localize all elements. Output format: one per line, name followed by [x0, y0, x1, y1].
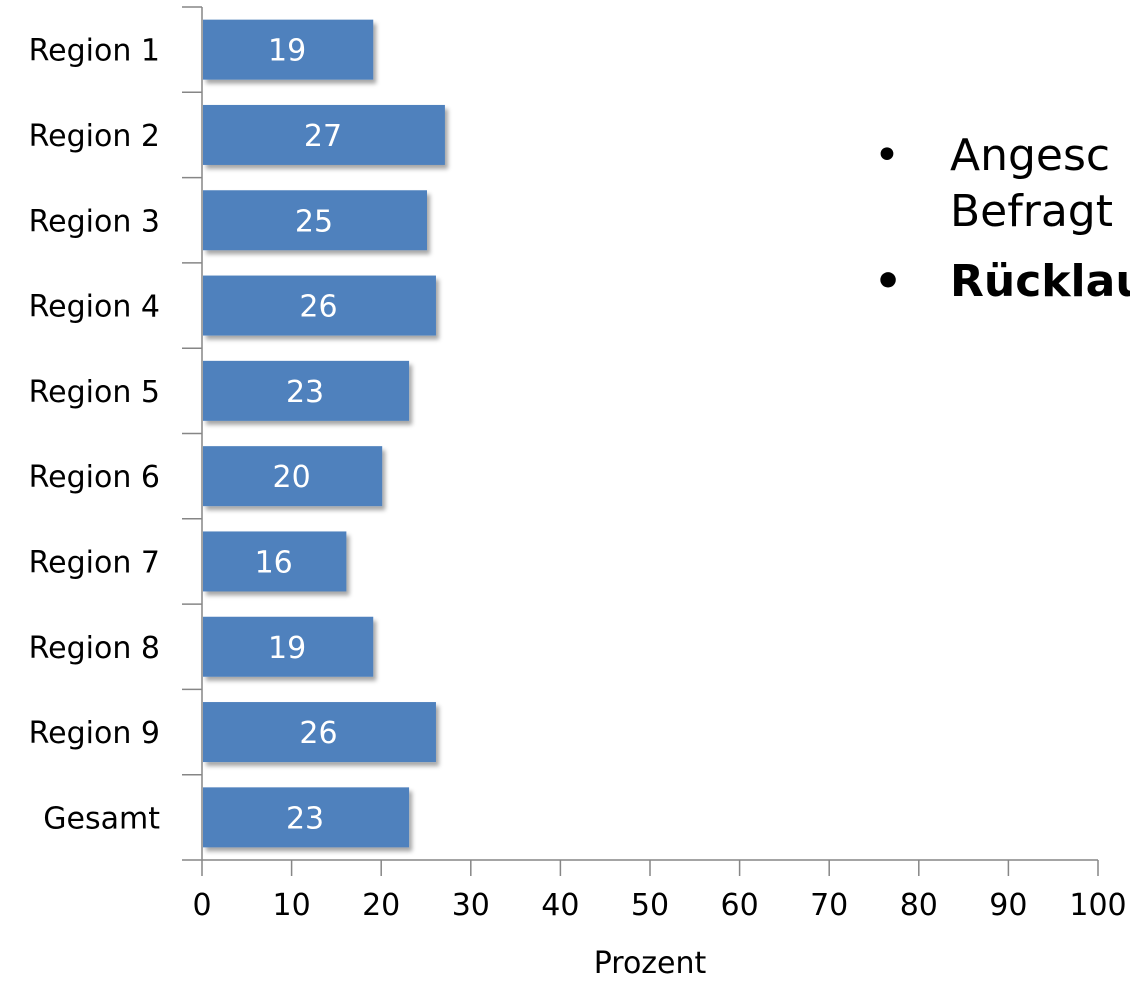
- bar-1: [203, 19, 374, 80]
- category-label: Region 9: [29, 716, 160, 751]
- bar-3: [203, 190, 427, 251]
- category-label: Region 6: [29, 460, 160, 495]
- value-label: 20: [273, 460, 311, 495]
- value-labels: 19 27 25 26 23 20 16 19 26 23: [255, 34, 342, 837]
- category-label: Gesamt: [43, 801, 160, 836]
- value-label: 26: [299, 716, 337, 751]
- category-label: Region 5: [29, 375, 160, 410]
- x-tick-label: 20: [362, 888, 400, 923]
- category-label: Region 1: [29, 34, 160, 69]
- x-tick-label: 10: [273, 888, 311, 923]
- x-tick-label: 90: [989, 888, 1027, 923]
- bullet-text-bold: Rücklau: [950, 256, 1130, 307]
- x-tick-label: 60: [721, 888, 759, 923]
- x-tick-label: 50: [631, 888, 669, 923]
- bullet-item-2: Rücklau: [880, 254, 1130, 310]
- bullet-text-line-2: Befragt: [950, 186, 1113, 237]
- x-tick-labels: 0 10 20 30 40 50 60 70 80 90 100: [192, 888, 1126, 923]
- bar-9: [203, 702, 436, 763]
- category-label: Region 7: [29, 545, 160, 580]
- x-tick-label: 80: [900, 888, 938, 923]
- x-axis-label: Prozent: [594, 946, 707, 981]
- value-label: 19: [268, 631, 306, 666]
- bar-10: [203, 787, 410, 848]
- bullet-item-1: Angesc Befragt: [880, 128, 1130, 240]
- x-tick-label: 40: [541, 888, 579, 923]
- category-label: Region 3: [29, 204, 160, 239]
- x-tick-label: 0: [192, 888, 211, 923]
- category-labels: Region 1 Region 2 Region 3 Region 4 Region 5…: [29, 34, 161, 837]
- bar-6: [203, 446, 383, 507]
- category-label: Region 2: [29, 119, 160, 154]
- category-label: Region 4: [29, 290, 160, 325]
- category-label: Region 8: [29, 631, 160, 666]
- x-tick-label: 30: [452, 888, 490, 923]
- value-label: 19: [268, 34, 306, 69]
- value-label: 16: [255, 545, 293, 580]
- bars-group: [203, 19, 445, 848]
- bar-2: [203, 104, 445, 165]
- bar-8: [203, 616, 374, 677]
- bullet-list: Angesc Befragt Rücklau: [880, 128, 1130, 310]
- axes: [182, 6, 1099, 876]
- bar-7: [203, 531, 347, 592]
- bullet-text-line-1: Angesc: [950, 130, 1111, 181]
- x-tick-label: 70: [810, 888, 848, 923]
- value-label: 23: [286, 801, 324, 836]
- value-label: 26: [299, 290, 337, 325]
- bar-4: [203, 275, 436, 336]
- x-tick-label: 100: [1069, 888, 1126, 923]
- bar-5: [203, 360, 410, 421]
- value-label: 25: [295, 204, 333, 239]
- value-label: 23: [286, 375, 324, 410]
- value-label: 27: [304, 119, 342, 154]
